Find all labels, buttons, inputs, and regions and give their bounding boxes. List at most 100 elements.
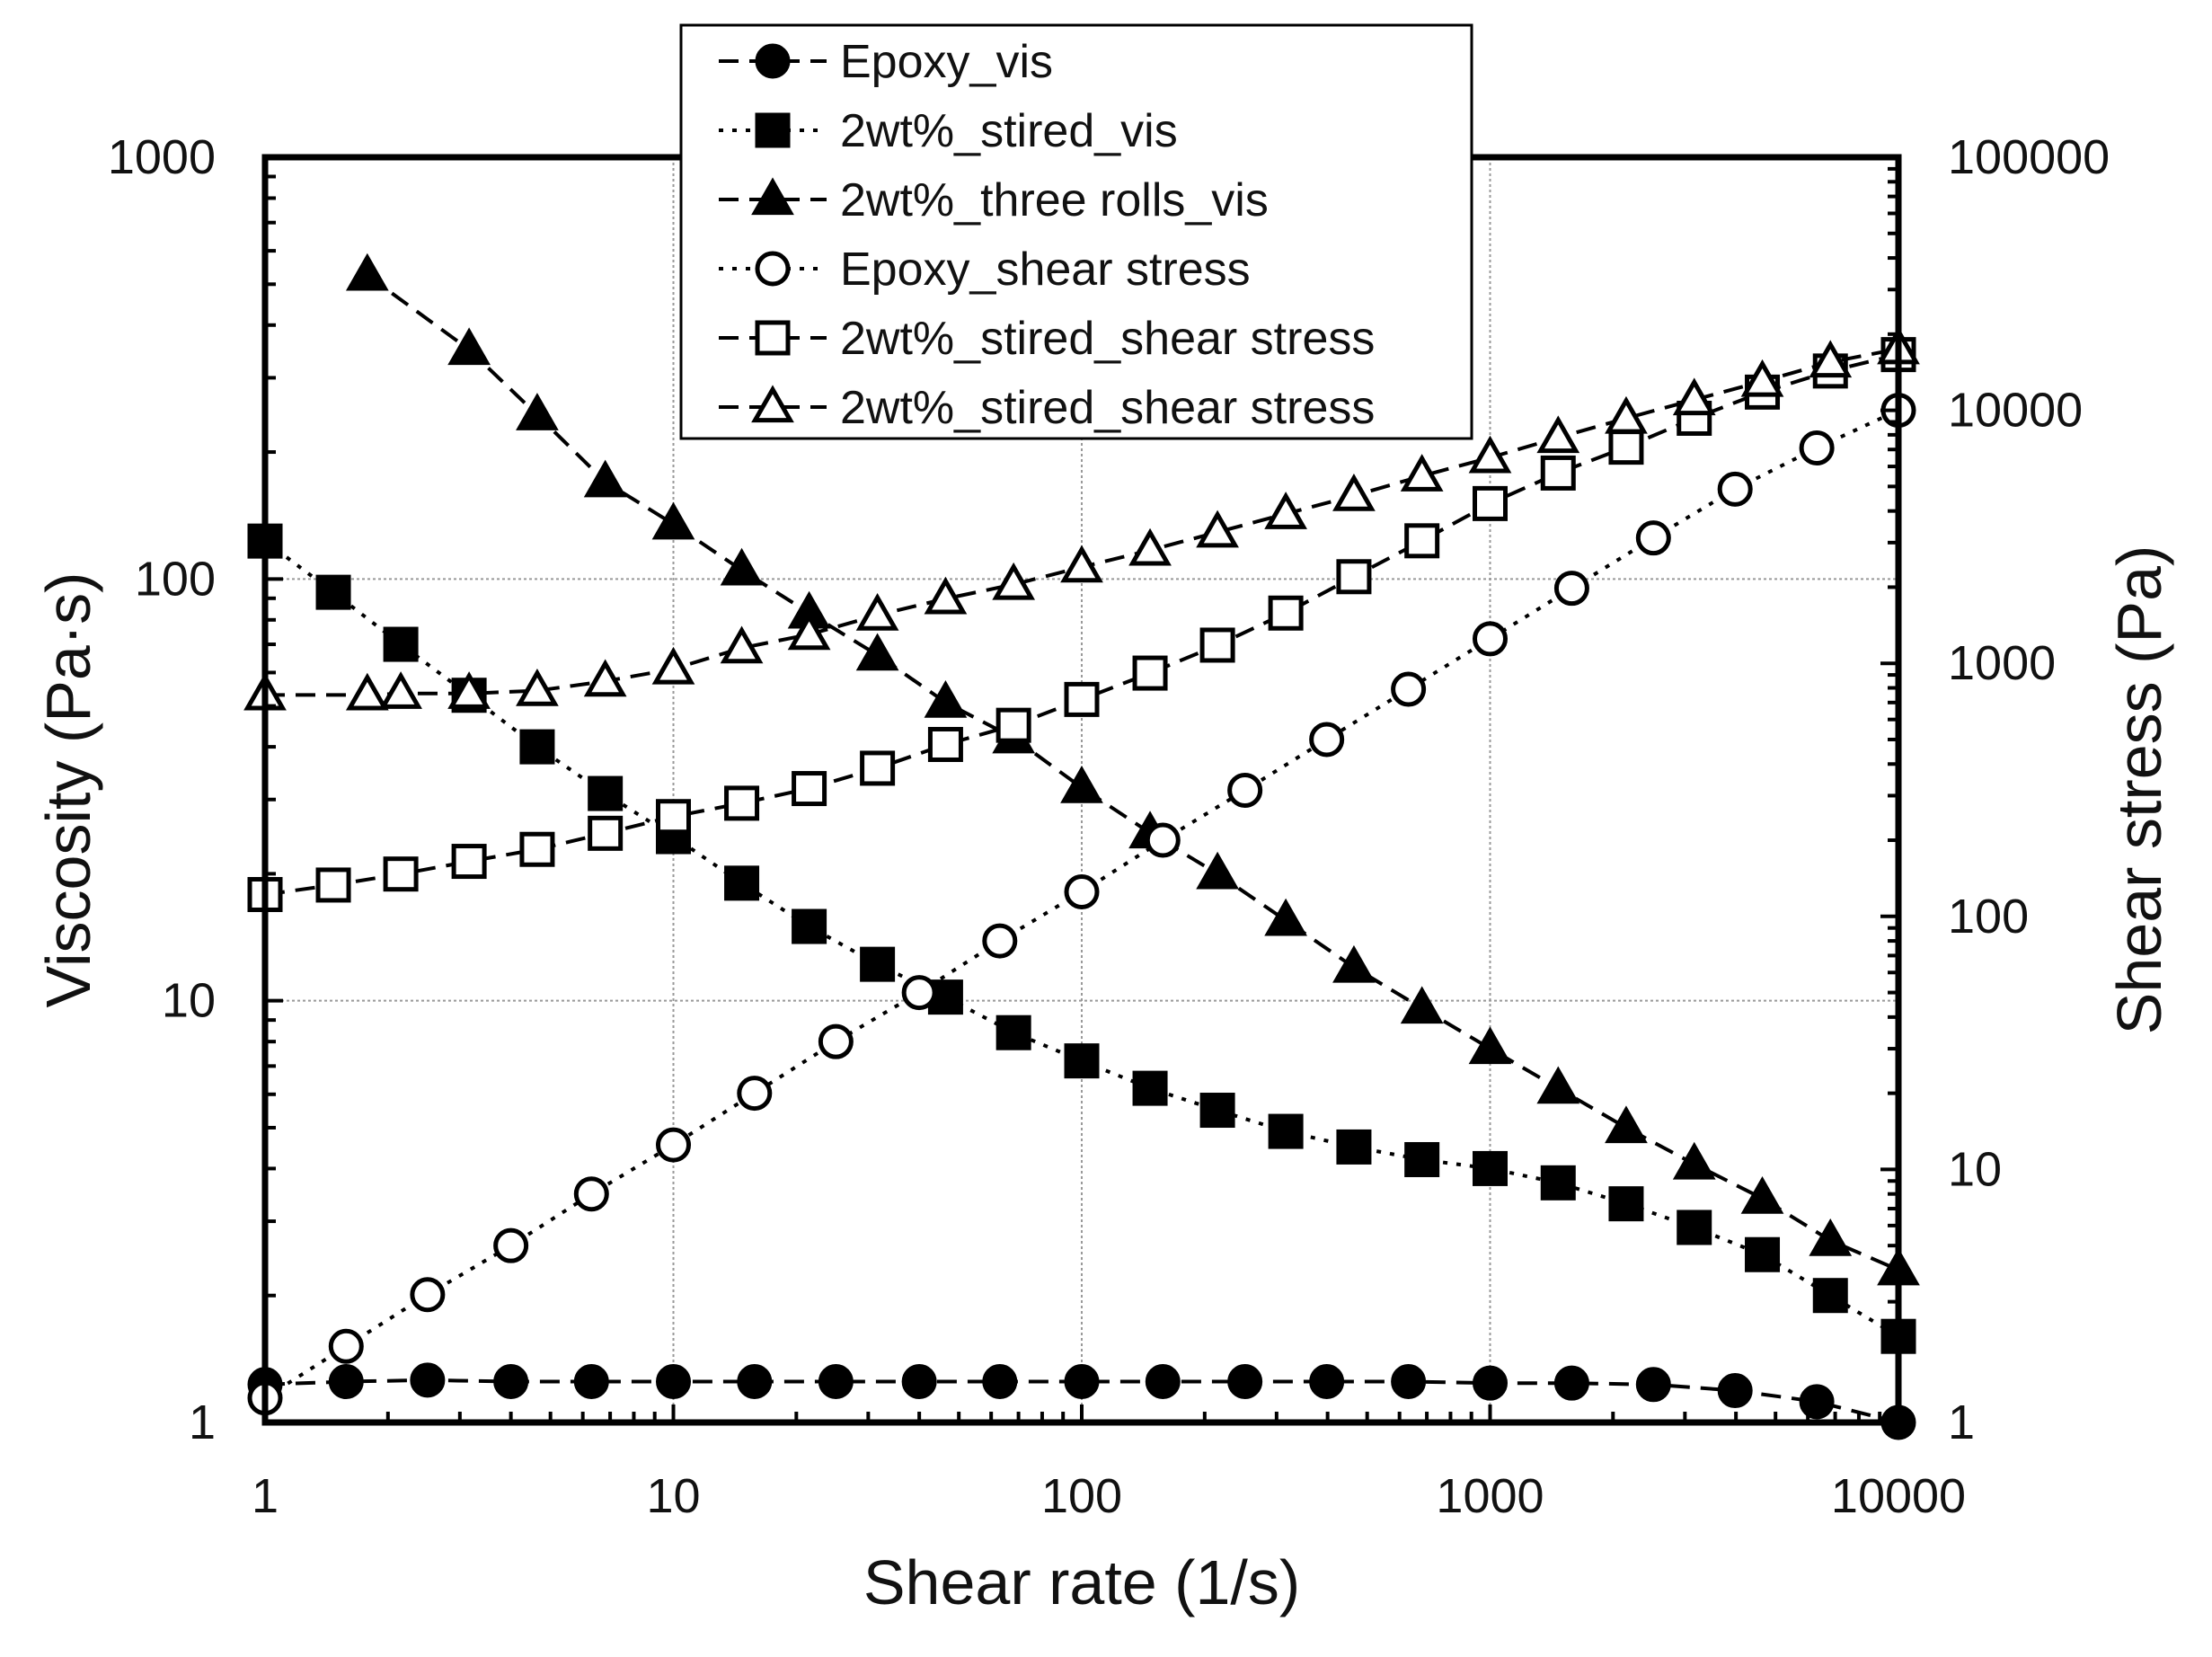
data-point: [1391, 1364, 1427, 1400]
data-point: [1799, 1384, 1835, 1420]
data-point: [818, 1023, 854, 1059]
x-tick-label: 1: [252, 1469, 279, 1523]
data-point: [1264, 898, 1307, 936]
data-point: [901, 1364, 937, 1400]
y2-axis-title: Shear stress (Pa): [2104, 545, 2174, 1035]
data-point: [724, 785, 760, 821]
x-tick-label: 10: [646, 1469, 700, 1523]
data-point: [901, 975, 937, 1011]
data-point: [493, 1227, 529, 1263]
data-point: [737, 1076, 773, 1112]
data-point: [992, 562, 1036, 600]
y2-tick-label: 100: [1948, 890, 2029, 944]
data-point: [1145, 822, 1181, 858]
series-1: [247, 1362, 1916, 1440]
data-point: [720, 547, 764, 586]
data-point: [1677, 1210, 1712, 1245]
x-tick-label: 1000: [1436, 1469, 1544, 1523]
data-point: [995, 1015, 1031, 1050]
axes: 1 10 100 1000 10000 1 10 100 1000 1 10 100 1000 10000…: [108, 130, 2110, 1523]
data-point: [1060, 765, 1103, 803]
data-point: [855, 633, 899, 671]
legend-entries: Epoxy_vis 2wt%_stired_vis 2wt%_three rolls…: [719, 36, 1375, 434]
data-point: [1227, 1364, 1263, 1400]
x-tick-label: 100: [1041, 1469, 1122, 1523]
y-tick-label: 10: [162, 974, 216, 1028]
y-axis-title: Viscosity (Pa·s): [33, 572, 103, 1008]
x-tick-label: 10000: [1831, 1469, 1966, 1523]
y2-tick-label: 1000: [1948, 636, 2056, 690]
data-point: [315, 867, 351, 903]
data-point: [1605, 1105, 1648, 1144]
y-tick-label: 100: [135, 552, 216, 606]
data-point: [1064, 681, 1100, 717]
data-point: [651, 646, 695, 685]
data-point: [1400, 986, 1444, 1024]
data-point: [1540, 1165, 1576, 1201]
data-point: [1717, 1373, 1753, 1409]
data-point: [1672, 377, 1716, 416]
data-point: [1268, 1113, 1304, 1149]
y-tick-label: 1: [189, 1396, 216, 1449]
legend-entry: Epoxy_vis: [719, 36, 1053, 88]
data-point: [519, 831, 555, 867]
data-point: [1473, 621, 1508, 657]
data-point: [860, 946, 896, 982]
data-point: [1473, 1365, 1508, 1401]
data-point: [1196, 510, 1239, 548]
legend-entry: 2wt%_stired_shear stress: [719, 382, 1375, 434]
legend-label: Epoxy_vis: [840, 36, 1053, 88]
data-point: [1336, 559, 1372, 595]
legend-entry: Epoxy_shear stress: [719, 244, 1251, 296]
data-point: [1473, 485, 1508, 521]
data-point: [720, 625, 764, 664]
data-point: [379, 671, 422, 709]
data-point: [651, 501, 695, 540]
data-point: [1128, 527, 1172, 566]
data-point: [315, 574, 351, 610]
data-point: [1264, 492, 1307, 529]
data-point: [451, 844, 487, 880]
y2-tick-label: 100000: [1948, 130, 2110, 184]
series-2: [247, 523, 1916, 1354]
data-point: [1608, 430, 1644, 465]
data-point: [410, 1362, 446, 1398]
data-point: [792, 908, 827, 944]
data-point: [1745, 1236, 1781, 1272]
data-point: [656, 799, 691, 835]
data-point: [924, 679, 968, 718]
legend: Epoxy_vis 2wt%_stired_vis 2wt%_three rolls…: [679, 23, 1473, 440]
data-point: [583, 659, 627, 697]
data-point: [588, 775, 624, 811]
legend-marker: [751, 385, 794, 423]
data-point: [1332, 944, 1376, 983]
series-6: [243, 326, 1920, 711]
data-point: [1199, 627, 1235, 663]
legend-marker: [751, 177, 794, 216]
legend-marker: [755, 251, 791, 287]
data-point: [1635, 1367, 1671, 1403]
legend-marker: [755, 112, 791, 148]
y2-tick-label: 1: [1948, 1396, 1975, 1449]
data-point: [383, 626, 419, 662]
data-point: [1608, 1186, 1644, 1222]
data-point: [1064, 1364, 1100, 1400]
legend-entry: 2wt%_three rolls_vis: [719, 174, 1269, 226]
data-point: [1400, 454, 1444, 492]
data-point: [1799, 430, 1835, 465]
data-point: [1553, 1365, 1589, 1401]
data-point: [447, 327, 491, 366]
data-point: [924, 576, 968, 615]
data-point: [1468, 1026, 1512, 1065]
data-point: [982, 923, 1018, 959]
data-point: [1060, 545, 1103, 583]
data-point: [1536, 1066, 1580, 1104]
data-point: [1199, 1093, 1235, 1129]
data-point: [1672, 1141, 1716, 1180]
data-point: [1812, 1278, 1848, 1314]
series-line: [264, 1378, 1899, 1424]
data-point: [1132, 655, 1168, 691]
data-point: [1536, 415, 1580, 454]
y2-tick-label: 10000: [1948, 384, 2083, 438]
y-tick-label: 1000: [108, 130, 216, 184]
